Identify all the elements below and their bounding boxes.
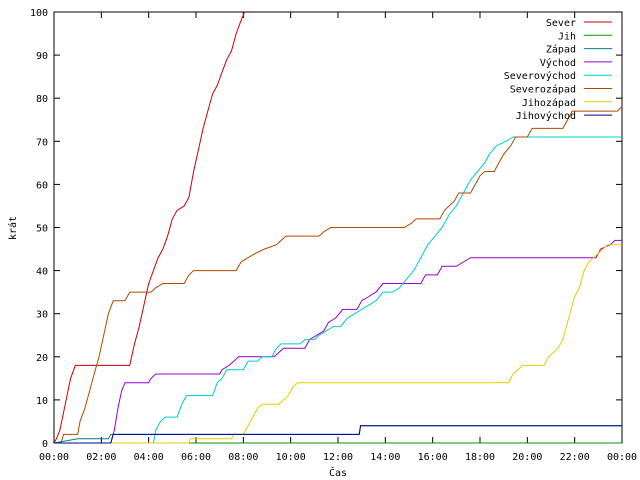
x-tick-label: 10:00 xyxy=(276,452,306,463)
series-line-5 xyxy=(54,136,622,444)
x-tick-label: 04:00 xyxy=(134,452,164,463)
legend-label: Severovýchod xyxy=(504,70,576,82)
series-line-6 xyxy=(54,106,623,444)
legend-label: Severozápad xyxy=(510,84,576,96)
x-tick-label: 00:00 xyxy=(607,452,637,463)
legend-label: Sever xyxy=(546,18,576,29)
x-tick-label: 20:00 xyxy=(512,452,542,463)
x-tick-label: 12:00 xyxy=(323,452,353,463)
y-tick-label: 90 xyxy=(36,51,48,62)
y-tick-label: 70 xyxy=(36,137,48,148)
x-tick-label: 16:00 xyxy=(418,452,448,463)
plot-area: 0 10 20 30 40 50 60 70 80 90 100 00:00 02:00 04:00 06:… xyxy=(30,8,637,463)
x-tick-label: 18:00 xyxy=(465,452,495,463)
series-line-7 xyxy=(54,244,622,444)
y-tick-label: 40 xyxy=(36,267,48,278)
y-tick-label: 100 xyxy=(30,8,48,19)
y-tick-label: 60 xyxy=(36,180,48,191)
x-tick-label: 22:00 xyxy=(560,452,590,463)
y-tick-label: 0 xyxy=(42,439,48,450)
series-lines xyxy=(53,11,623,444)
x-tick-label: 08:00 xyxy=(228,452,258,463)
x-tick-label: 14:00 xyxy=(370,452,400,463)
y-tick-label: 50 xyxy=(36,224,48,235)
axis-ticks: 0 10 20 30 40 50 60 70 80 90 100 00:00 02:00 04:00 06:… xyxy=(30,8,637,463)
series-line-4 xyxy=(54,239,622,444)
series-line-1 xyxy=(53,11,245,444)
x-axis-label: Čas xyxy=(329,466,347,479)
legend-label: Východ xyxy=(540,57,576,69)
legend-label: Jih xyxy=(558,31,576,42)
legend-label: Západ xyxy=(546,44,576,56)
series-line-8 xyxy=(54,425,622,444)
y-tick-label: 30 xyxy=(36,310,48,321)
x-tick-label: 00:00 xyxy=(39,452,69,463)
y-tick-label: 20 xyxy=(36,353,48,364)
legend-label: Jihozápad xyxy=(522,97,576,109)
y-tick-label: 80 xyxy=(36,94,48,105)
y-axis-label: krát xyxy=(7,216,19,240)
y-tick-label: 10 xyxy=(36,396,48,407)
x-tick-label: 06:00 xyxy=(181,452,211,463)
legend-label: Jihovýchod xyxy=(516,110,576,122)
x-tick-label: 02:00 xyxy=(86,452,116,463)
